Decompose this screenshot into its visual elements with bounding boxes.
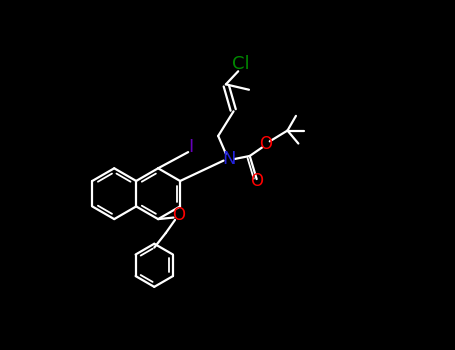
Text: N: N — [222, 150, 236, 168]
Text: O: O — [250, 172, 263, 190]
Text: Cl: Cl — [233, 55, 250, 72]
Text: O: O — [172, 206, 185, 224]
Text: O: O — [259, 135, 273, 153]
Text: I: I — [189, 138, 194, 156]
